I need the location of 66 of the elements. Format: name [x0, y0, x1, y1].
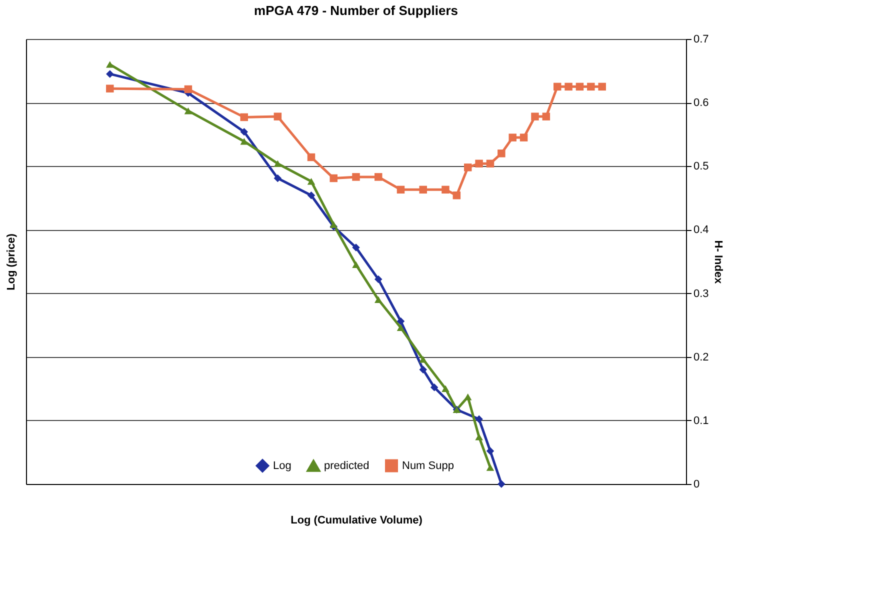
y-tick-label: 0.6: [694, 97, 709, 110]
point: [452, 192, 461, 200]
point: [352, 261, 360, 268]
legend-label: Log: [273, 460, 292, 472]
point: [352, 244, 360, 252]
point: [442, 186, 450, 194]
point: [419, 356, 427, 363]
point: [553, 82, 562, 91]
point: [374, 275, 382, 284]
point: [475, 160, 483, 168]
point: [486, 447, 494, 455]
point: [486, 160, 494, 168]
point: [307, 178, 316, 185]
point: [106, 84, 114, 92]
point: [587, 82, 595, 91]
point: [240, 128, 248, 136]
point: [396, 317, 405, 326]
point: [106, 61, 114, 68]
y-axis-title: Log (price): [6, 233, 18, 290]
point: [330, 221, 338, 228]
point: [475, 415, 483, 424]
legend-label: predicted: [324, 460, 370, 472]
point: [396, 186, 405, 194]
point: [520, 134, 528, 142]
point: [564, 82, 572, 91]
point: [240, 113, 248, 122]
point: [396, 324, 405, 331]
point: [464, 394, 472, 400]
y2-axis-title: H- Index: [712, 240, 724, 285]
point: [430, 384, 438, 392]
point: [576, 82, 584, 91]
point: [475, 434, 483, 440]
chart-title: mPGA 479 - Number of Suppliers: [254, 3, 458, 18]
y-tick-label: 0.5: [694, 160, 709, 173]
y-tick-label: 0.1: [694, 414, 709, 427]
x-axis-title: Log (Cumulative Volume): [290, 514, 423, 526]
y-tick-label: 0.7: [694, 34, 709, 46]
point: [184, 107, 192, 114]
point: [498, 150, 506, 158]
point: [374, 173, 382, 181]
point: [330, 174, 338, 182]
y-tick-label: 0.3: [694, 288, 709, 300]
point: [486, 464, 494, 471]
point: [598, 82, 606, 91]
point: [542, 112, 550, 120]
point: [240, 138, 248, 145]
point: [419, 186, 427, 194]
point: [531, 112, 539, 120]
y-tick-label: 0.4: [694, 224, 709, 236]
point: [442, 385, 450, 392]
point: [419, 366, 427, 374]
point: [307, 192, 316, 200]
point: [508, 134, 516, 142]
point: [184, 85, 192, 94]
point: [274, 160, 282, 167]
legend-label: Num Supp: [402, 460, 454, 472]
y-tick-label: 0.2: [694, 351, 709, 364]
point: [274, 174, 282, 182]
point: [374, 296, 382, 303]
point: [498, 480, 506, 488]
point: [307, 153, 316, 162]
point: [274, 112, 282, 120]
point: [464, 164, 472, 172]
y-tick-label: 0: [694, 478, 700, 490]
point: [352, 173, 360, 181]
point: [106, 70, 114, 78]
